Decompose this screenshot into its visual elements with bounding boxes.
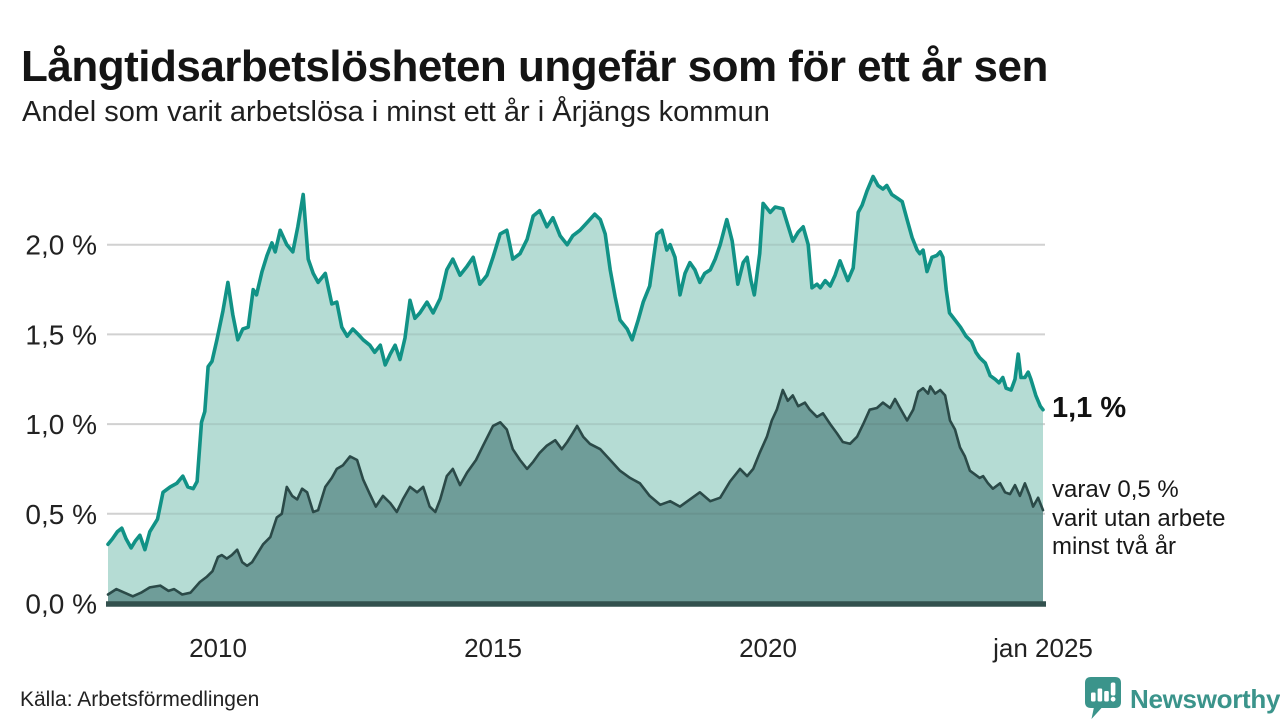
page-title: Långtidsarbetslösheten ungefär som för e… [21, 42, 1048, 92]
y-tick-label: 1,5 % [25, 319, 97, 350]
y-tick-label: 2,0 % [25, 230, 97, 261]
area-series-1 [108, 386, 1043, 604]
x-tick-label: jan 2025 [992, 633, 1093, 663]
bar-chart-speech-bubble-icon [1084, 676, 1122, 720]
y-tick-label: 0,0 % [25, 589, 97, 620]
y-tick-label: 0,5 % [25, 499, 97, 530]
x-tick-label: 2020 [739, 633, 797, 663]
brand-name: Newsworthy [1130, 684, 1280, 714]
annotation-line: varit utan arbete [1052, 504, 1226, 532]
chart-subtitle: Andel som varit arbetslösa i minst ett å… [22, 96, 770, 128]
latest-value-label: 1,1 % [1052, 392, 1127, 424]
line-two-year [106, 385, 1045, 598]
annotation-line: varav 0,5 % [1052, 476, 1179, 503]
newsworthy-logo: Newsworthy [1084, 676, 1280, 720]
two-year-annotation: varav 0,5 % varit utan arbete minst två … [1052, 476, 1225, 562]
y-tick-label: 1,0 % [25, 409, 97, 440]
x-tick-label: 2015 [464, 633, 522, 663]
source-note: Källa: Arbetsförmedlingen [20, 688, 260, 711]
line-one-year [106, 174, 1045, 552]
annotation-line: minst två år [1052, 533, 1177, 560]
x-tick-label: 2010 [189, 633, 247, 663]
